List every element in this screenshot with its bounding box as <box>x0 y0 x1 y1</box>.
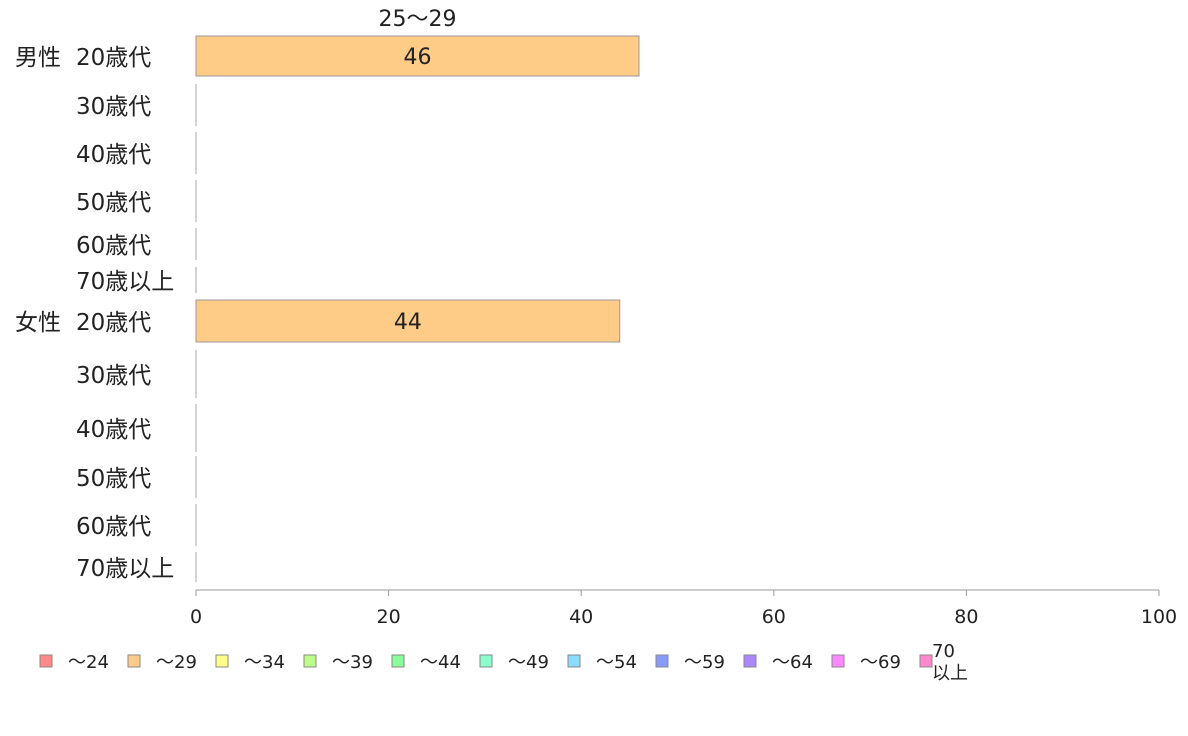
group-label: 女性 <box>15 310 61 336</box>
row-label: 70歳以上 <box>76 269 174 295</box>
row-label: 50歳代 <box>76 466 151 492</box>
bar-value-label: 44 <box>394 310 422 335</box>
legend-label: 〜59 <box>684 652 725 673</box>
legend-swatch <box>655 654 669 668</box>
row-label: 70歳以上 <box>76 556 174 582</box>
legend-swatch <box>127 654 141 668</box>
row-label: 40歳代 <box>76 142 151 168</box>
legend-label: 〜69 <box>860 652 901 673</box>
bars-layer: 46 44 25〜29 <box>195 7 640 582</box>
legend-swatch <box>567 654 581 668</box>
x-tick-label: 20 <box>377 606 401 628</box>
legend-label: 〜64 <box>772 652 813 673</box>
legend-label: 70 以上 <box>932 641 968 684</box>
group-label: 男性 <box>15 45 61 71</box>
legend: 〜24 〜29 〜34 〜39 〜44 〜49 〜54 〜59 〜64 〜69 70 以上 <box>39 641 968 684</box>
row-label: 60歳代 <box>76 514 151 540</box>
row-label: 60歳代 <box>76 233 151 259</box>
row-label: 20歳代 <box>76 310 151 336</box>
x-axis: 0 20 40 60 80 100 <box>190 589 1177 628</box>
x-tick-label: 40 <box>569 606 593 628</box>
legend-swatch <box>39 654 53 668</box>
legend-swatch <box>215 654 229 668</box>
x-tick-label: 100 <box>1141 606 1177 628</box>
bar-segment <box>195 35 640 77</box>
row-label: 30歳代 <box>76 94 151 120</box>
legend-swatch <box>391 654 405 668</box>
legend-label: 〜29 <box>156 652 197 673</box>
legend-label: 〜34 <box>244 652 285 673</box>
legend-swatch <box>303 654 317 668</box>
legend-label: 〜49 <box>508 652 549 673</box>
bar-segment <box>195 299 621 343</box>
x-tick-label: 60 <box>762 606 786 628</box>
legend-swatch <box>743 654 757 668</box>
legend-swatch <box>919 654 933 668</box>
legend-label: 〜44 <box>420 652 461 673</box>
bar-value-label: 46 <box>403 45 431 70</box>
bar-annotation: 25〜29 <box>378 7 456 32</box>
legend-swatch <box>831 654 845 668</box>
row-label: 30歳代 <box>76 363 151 389</box>
legend-label: 〜24 <box>68 652 109 673</box>
legend-label: 〜39 <box>332 652 373 673</box>
row-label: 50歳代 <box>76 190 151 216</box>
row-label: 40歳代 <box>76 417 151 443</box>
x-tick-label: 80 <box>954 606 978 628</box>
legend-swatch <box>479 654 493 668</box>
x-tick-label: 0 <box>190 606 202 628</box>
legend-label: 〜54 <box>596 652 637 673</box>
row-label: 20歳代 <box>76 45 151 71</box>
